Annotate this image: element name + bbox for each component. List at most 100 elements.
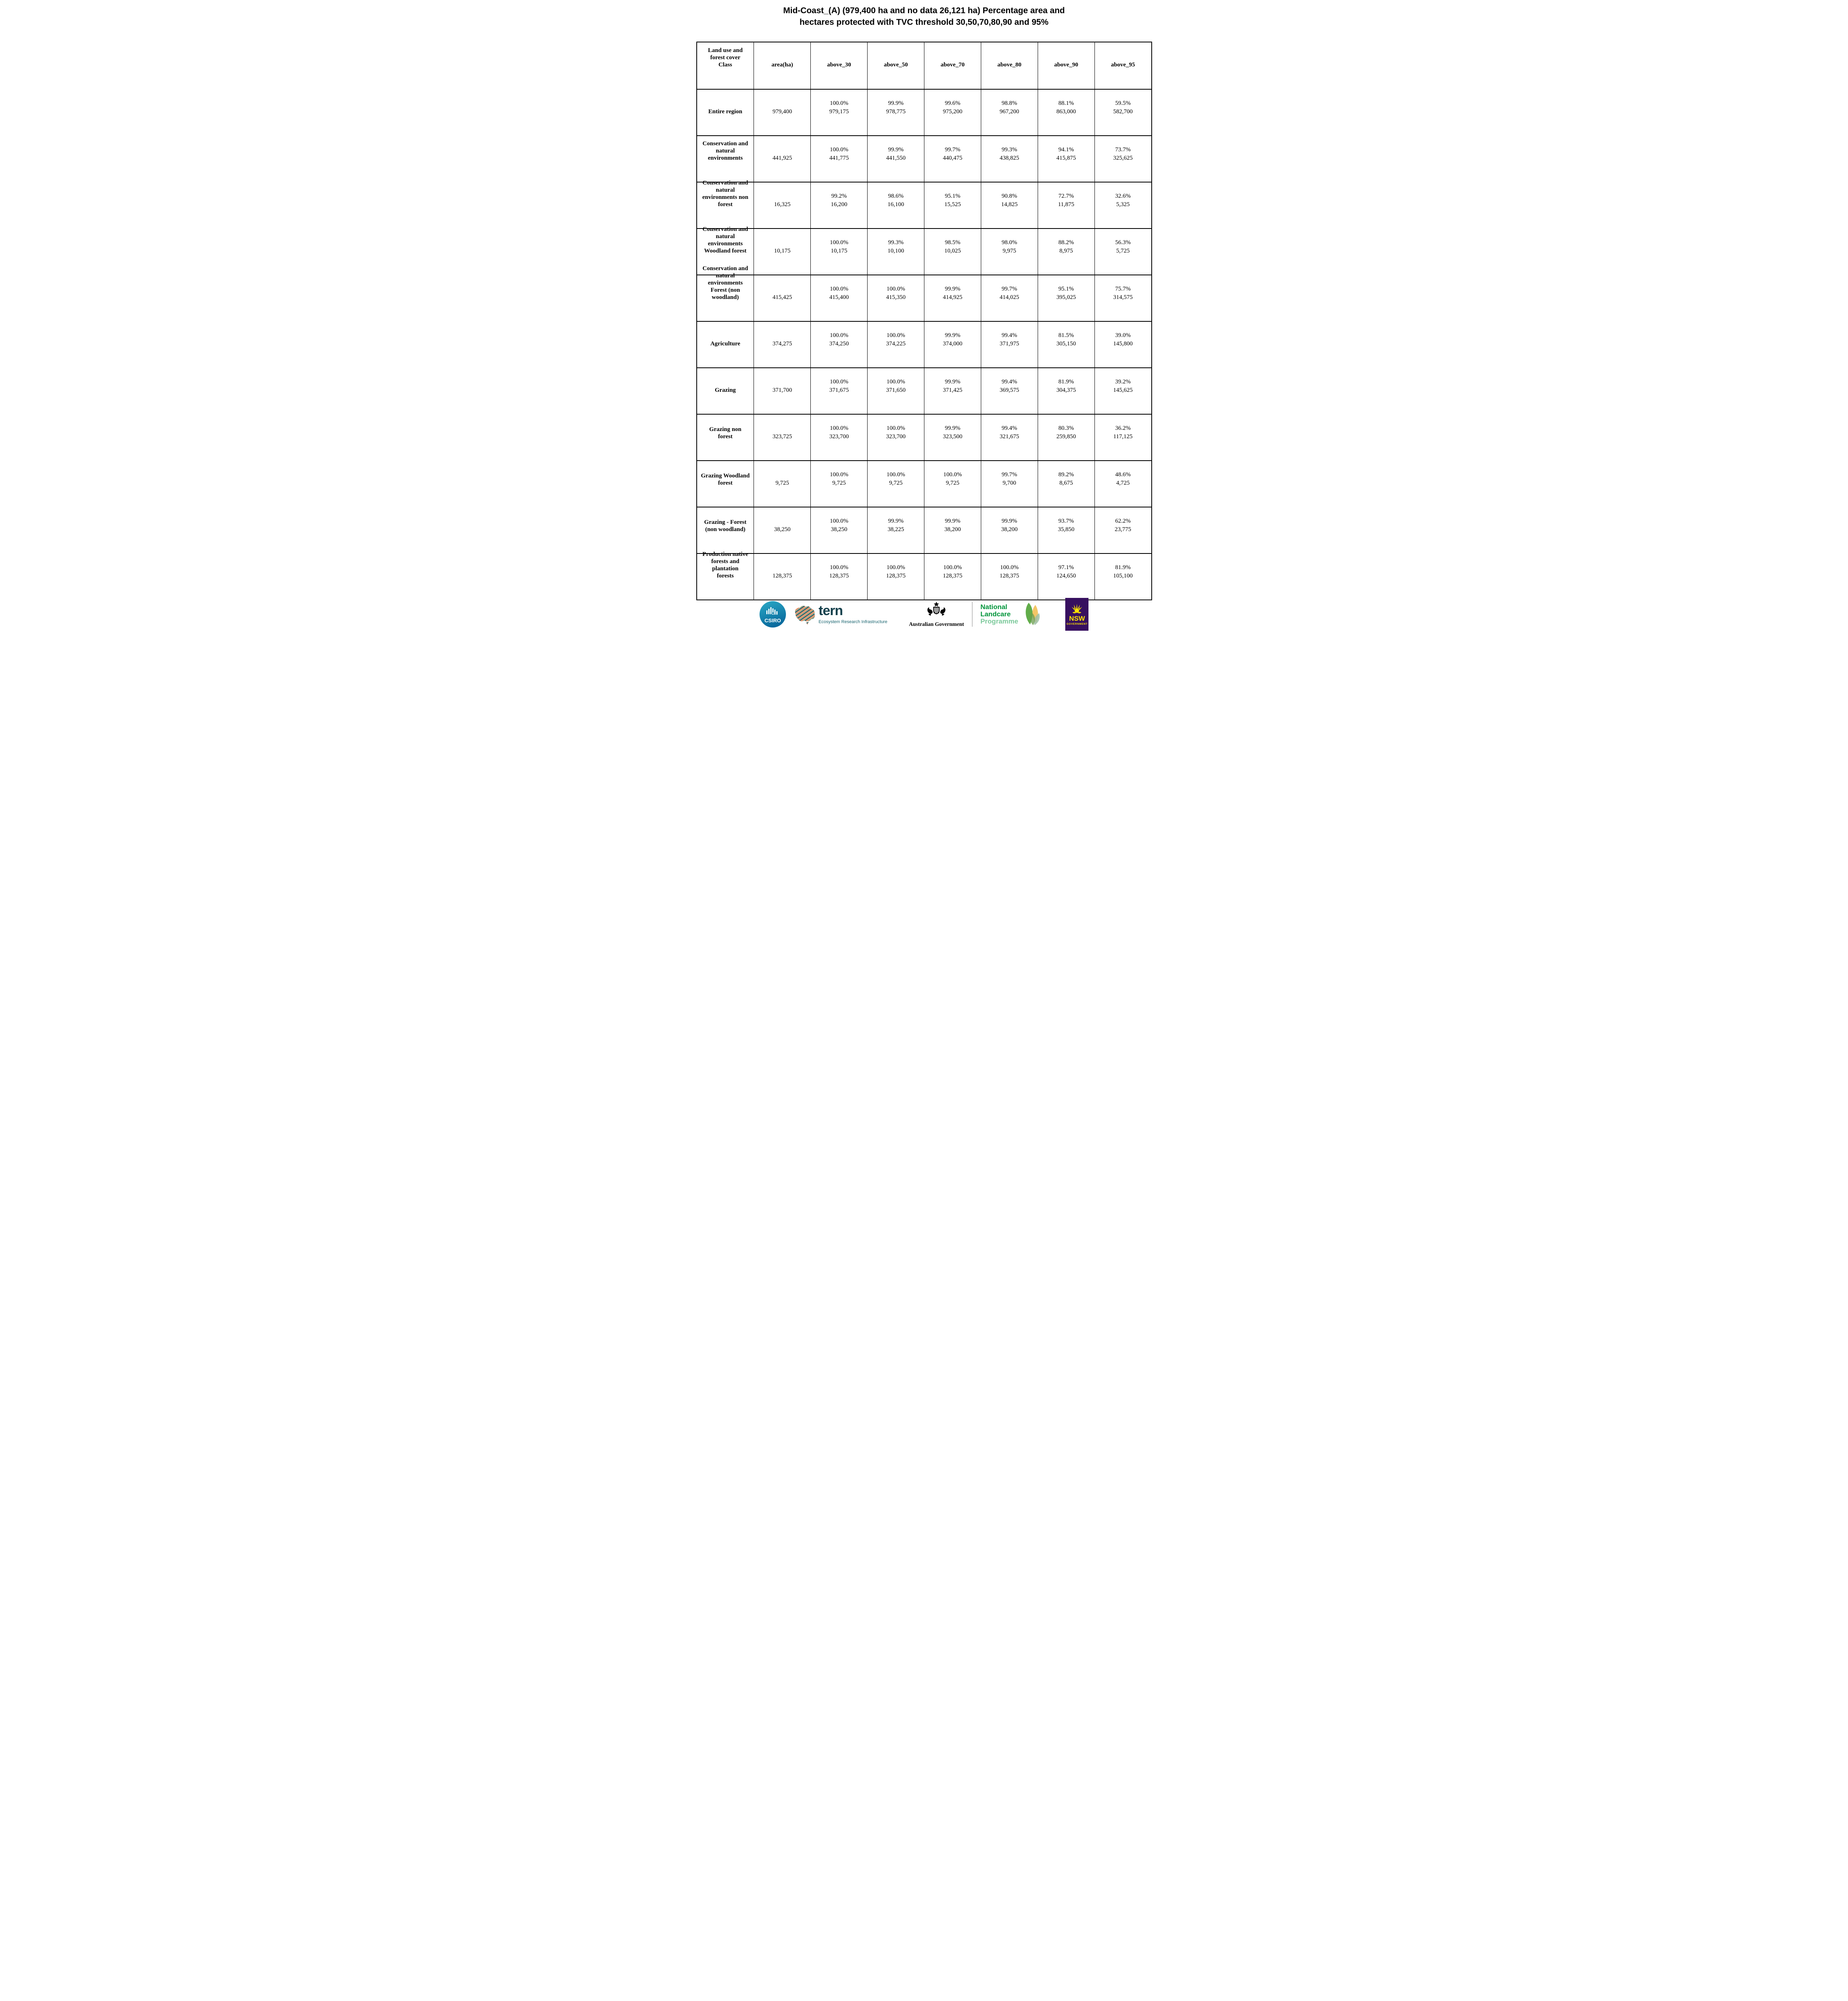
area-cell: 415,425 xyxy=(754,275,810,321)
page-title: Mid-Coast_(A) (979,400 ha and no data 26… xyxy=(783,6,1065,27)
header-cell-above-90: above_90 xyxy=(1037,42,1094,89)
percent-value: 95.1% xyxy=(1058,285,1074,292)
above-80-cell: 99.7% 9,700 xyxy=(980,461,1038,507)
hectares-value: 38,250 xyxy=(831,526,848,533)
hectares-value: 9,725 xyxy=(889,479,903,486)
percent-value: 99.9% xyxy=(888,517,904,524)
hectares-value: 415,875 xyxy=(1056,154,1076,161)
hectares-value: 9,700 xyxy=(1002,479,1016,486)
row-label-cell: Conservation and natural environments no… xyxy=(697,180,754,228)
percent-value: 39.2% xyxy=(1115,378,1131,385)
percent-value: 98.8% xyxy=(1001,100,1017,106)
hectares-value: 105,100 xyxy=(1113,572,1133,579)
tern-wordmark: tern xyxy=(818,603,843,618)
hectares-value: 323,700 xyxy=(886,433,906,440)
percent-value: 100.0% xyxy=(886,332,905,339)
area-cell: 323,725 xyxy=(754,415,810,460)
header-cell-class: Land use and forest cover Class xyxy=(697,42,754,89)
above-70-cell: 99.7% 440,475 xyxy=(924,136,981,182)
row-label-cell: Conservation and natural environments Fo… xyxy=(697,265,754,321)
csiro-icon: CSIRO xyxy=(759,601,786,628)
above-80-cell: 98.0% 9,975 xyxy=(980,229,1038,275)
area-value: 323,725 xyxy=(772,433,792,440)
hectares-value: 128,375 xyxy=(999,572,1019,579)
nsw-government-logo: NSW GOVERNMENT xyxy=(1065,598,1089,631)
row-label: Agriculture xyxy=(710,340,740,347)
hectares-value: 10,175 xyxy=(831,247,848,254)
area-value: 128,375 xyxy=(772,572,792,579)
above-95-cell: 59.5% 582,700 xyxy=(1094,90,1151,135)
landcare-line2: Landcare xyxy=(980,610,1011,618)
hectares-value: 305,150 xyxy=(1056,340,1076,347)
hectares-value: 8,675 xyxy=(1059,479,1073,486)
percent-value: 81.9% xyxy=(1058,378,1074,385)
landcare-leaves-icon xyxy=(1026,603,1040,626)
row-label-cell: Grazing Woodland forest xyxy=(697,461,754,507)
percent-value: 75.7% xyxy=(1115,285,1131,292)
above-80-cell: 99.4% 369,575 xyxy=(980,368,1038,414)
percent-value: 90.8% xyxy=(1001,192,1017,199)
above-95-cell: 48.6% 4,725 xyxy=(1094,461,1151,507)
above-30-cell: 100.0% 128,375 xyxy=(810,554,867,599)
area-value: 441,925 xyxy=(772,154,792,161)
table-row: Grazing Woodland forest 9,725 100.0% 9,72… xyxy=(697,460,1151,507)
header-cell-above-50: above_50 xyxy=(867,42,924,89)
row-label-cell: Grazing xyxy=(697,368,754,414)
above-50-cell: 99.3% 10,100 xyxy=(867,229,924,275)
percent-value: 88.2% xyxy=(1058,239,1074,246)
hectares-value: 863,000 xyxy=(1056,108,1076,115)
header-cell-area: area(ha) xyxy=(754,42,810,89)
row-label-cell: Conservation and natural environments Wo… xyxy=(697,226,754,275)
hectares-value: 117,125 xyxy=(1113,433,1133,440)
percent-value: 99.4% xyxy=(1001,378,1017,385)
percent-value: 100.0% xyxy=(830,425,848,431)
hectares-value: 23,775 xyxy=(1114,526,1131,533)
percent-value: 99.3% xyxy=(888,239,904,246)
above-95-cell: 39.0% 145,800 xyxy=(1094,322,1151,367)
footer-logos: CSIRO tern Ecosystem Research Infra xyxy=(693,598,1155,631)
hectares-value: 395,025 xyxy=(1056,294,1076,301)
column-header: above_90 xyxy=(1054,61,1078,68)
hectares-value: 128,375 xyxy=(943,572,962,579)
hectares-value: 975,200 xyxy=(943,108,962,115)
hectares-value: 38,200 xyxy=(944,526,961,533)
percent-value: 99.3% xyxy=(1001,146,1017,153)
percent-value: 100.0% xyxy=(830,146,848,153)
above-50-cell: 100.0% 371,650 xyxy=(867,368,924,414)
percent-value: 62.2% xyxy=(1115,517,1131,524)
tern-tagline: Ecosystem Research Infrastructure xyxy=(818,619,888,624)
hectares-value: 371,425 xyxy=(943,387,962,393)
hectares-value: 369,575 xyxy=(999,387,1019,393)
percent-value: 99.7% xyxy=(945,146,960,153)
hectares-value: 323,500 xyxy=(943,433,962,440)
csiro-label: CSIRO xyxy=(764,618,781,624)
percent-value: 95.1% xyxy=(945,192,960,199)
percent-value: 99.4% xyxy=(1001,425,1017,431)
row-label-cell: Entire region xyxy=(697,90,754,135)
above-90-cell: 81.9% 304,375 xyxy=(1037,368,1094,414)
above-30-cell: 100.0% 979,175 xyxy=(810,90,867,135)
nsw-government-label: GOVERNMENT xyxy=(1066,623,1088,626)
percent-value: 100.0% xyxy=(1000,564,1019,571)
above-90-cell: 88.2% 8,975 xyxy=(1037,229,1094,275)
table-row: Grazing 371,700 100.0% 371,675 100.0% 371,… xyxy=(697,367,1151,414)
hectares-value: 128,375 xyxy=(829,572,849,579)
area-cell: 374,275 xyxy=(754,322,810,367)
table-row: Agriculture 374,275 100.0% 374,250 100.0%… xyxy=(697,321,1151,367)
hectares-value: 8,975 xyxy=(1059,247,1073,254)
hectares-value: 325,625 xyxy=(1113,154,1133,161)
table-row: Grazing non forest 323,725 100.0% 323,700… xyxy=(697,414,1151,460)
above-70-cell: 99.9% 414,925 xyxy=(924,275,981,321)
above-80-cell: 99.3% 438,825 xyxy=(980,136,1038,182)
column-header: above_50 xyxy=(884,61,908,68)
row-label: Grazing Woodland forest xyxy=(701,472,750,486)
percent-value: 89.2% xyxy=(1058,471,1074,478)
percent-value: 99.9% xyxy=(888,100,904,106)
hectares-value: 259,850 xyxy=(1056,433,1076,440)
hectares-value: 304,375 xyxy=(1056,387,1076,393)
report-page: Mid-Coast_(A) (979,400 ha and no data 26… xyxy=(693,0,1155,632)
hectares-value: 979,175 xyxy=(829,108,849,115)
above-90-cell: 97.1% 124,650 xyxy=(1037,554,1094,599)
above-50-cell: 99.9% 38,225 xyxy=(867,507,924,553)
percent-value: 100.0% xyxy=(943,471,962,478)
